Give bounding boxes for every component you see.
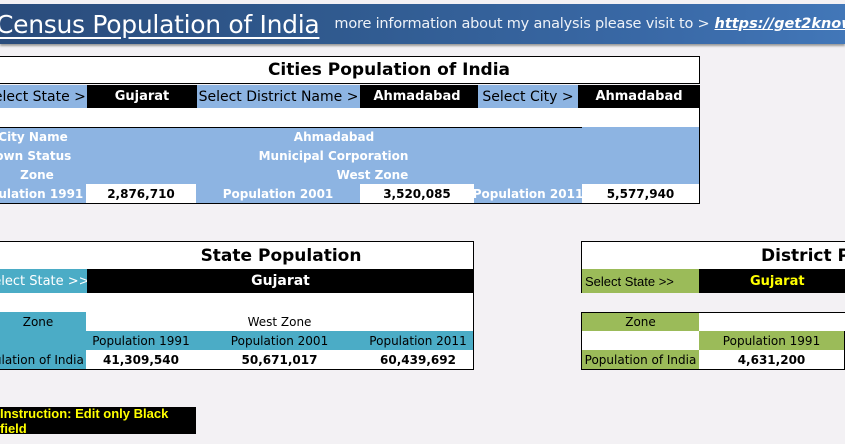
header-info-text: more information about my analysis pleas… [334, 16, 710, 32]
website-link[interactable]: https://get2knowledge.com [714, 16, 845, 32]
state-row-label: Population of India [0, 350, 87, 370]
district-state-dropdown[interactable]: Gujarat [699, 269, 845, 293]
state-title: State Population [0, 241, 474, 269]
city-pop-1991-label: Population 1991 [0, 184, 87, 204]
cities-state-dropdown[interactable]: Gujarat [87, 85, 197, 108]
page-title: Census Population of India [0, 9, 320, 39]
city-zone-value: West Zone [86, 165, 700, 185]
cities-title: Cities Population of India [0, 56, 700, 84]
city-name-label: City Name [0, 127, 87, 147]
district-select-label: Select State >> [581, 269, 699, 293]
town-status-value: Municipal Corporation [86, 146, 700, 166]
district-title: District Population [581, 241, 845, 269]
state-select-label: Select State >> [0, 269, 87, 293]
cities-district-dropdown[interactable]: Ahmadabad [360, 85, 474, 108]
district-row-label: Population of India [581, 350, 700, 370]
district-zone-label: Zone [581, 312, 700, 332]
state-pop-1991: 41,309,540 [86, 350, 197, 370]
cities-select-city-label: Select City > [478, 85, 578, 108]
state-header-blank [0, 331, 87, 351]
state-pop-2001: 50,671,017 [196, 350, 364, 370]
city-pop-2001-value: 3,520,085 [360, 184, 475, 204]
state-dropdown[interactable]: Gujarat [87, 269, 474, 293]
cities-select-district-label: Select District Name > [197, 85, 360, 108]
district-pop-1991: 4,631,200 [699, 350, 845, 370]
district-zone-value [699, 312, 845, 332]
city-zone-label: Zone [0, 165, 87, 185]
city-pop-2011-value: 5,577,940 [582, 184, 700, 204]
cities-select-state-label: Select State > [0, 85, 87, 108]
city-name-filler [582, 127, 700, 147]
instruction-note: Instruction: Edit only Black field [0, 406, 196, 436]
state-blank-row [0, 293, 474, 313]
town-status-label: Town Status [0, 146, 87, 166]
state-col-2011: Population 2011 [363, 331, 474, 351]
state-zone-label: Zone [0, 312, 87, 332]
cities-city-dropdown[interactable]: Ahmadabad [578, 85, 700, 108]
state-zone-value: West Zone [86, 312, 474, 332]
city-pop-2011-label: Population 2011 [474, 184, 583, 204]
city-pop-1991-value: 2,876,710 [86, 184, 197, 204]
city-pop-2001-label: Population 2001 [196, 184, 361, 204]
cities-spacer [474, 85, 480, 108]
city-name-value: Ahmadabad [86, 127, 582, 147]
header-banner: Census Population of India more informat… [0, 4, 845, 44]
state-pop-2011: 60,439,692 [363, 350, 474, 370]
district-header-blank [581, 331, 700, 351]
district-col-1991: Population 1991 [699, 331, 845, 351]
state-col-2001: Population 2001 [196, 331, 364, 351]
cities-blank-row [0, 108, 700, 128]
state-col-1991: Population 1991 [86, 331, 197, 351]
